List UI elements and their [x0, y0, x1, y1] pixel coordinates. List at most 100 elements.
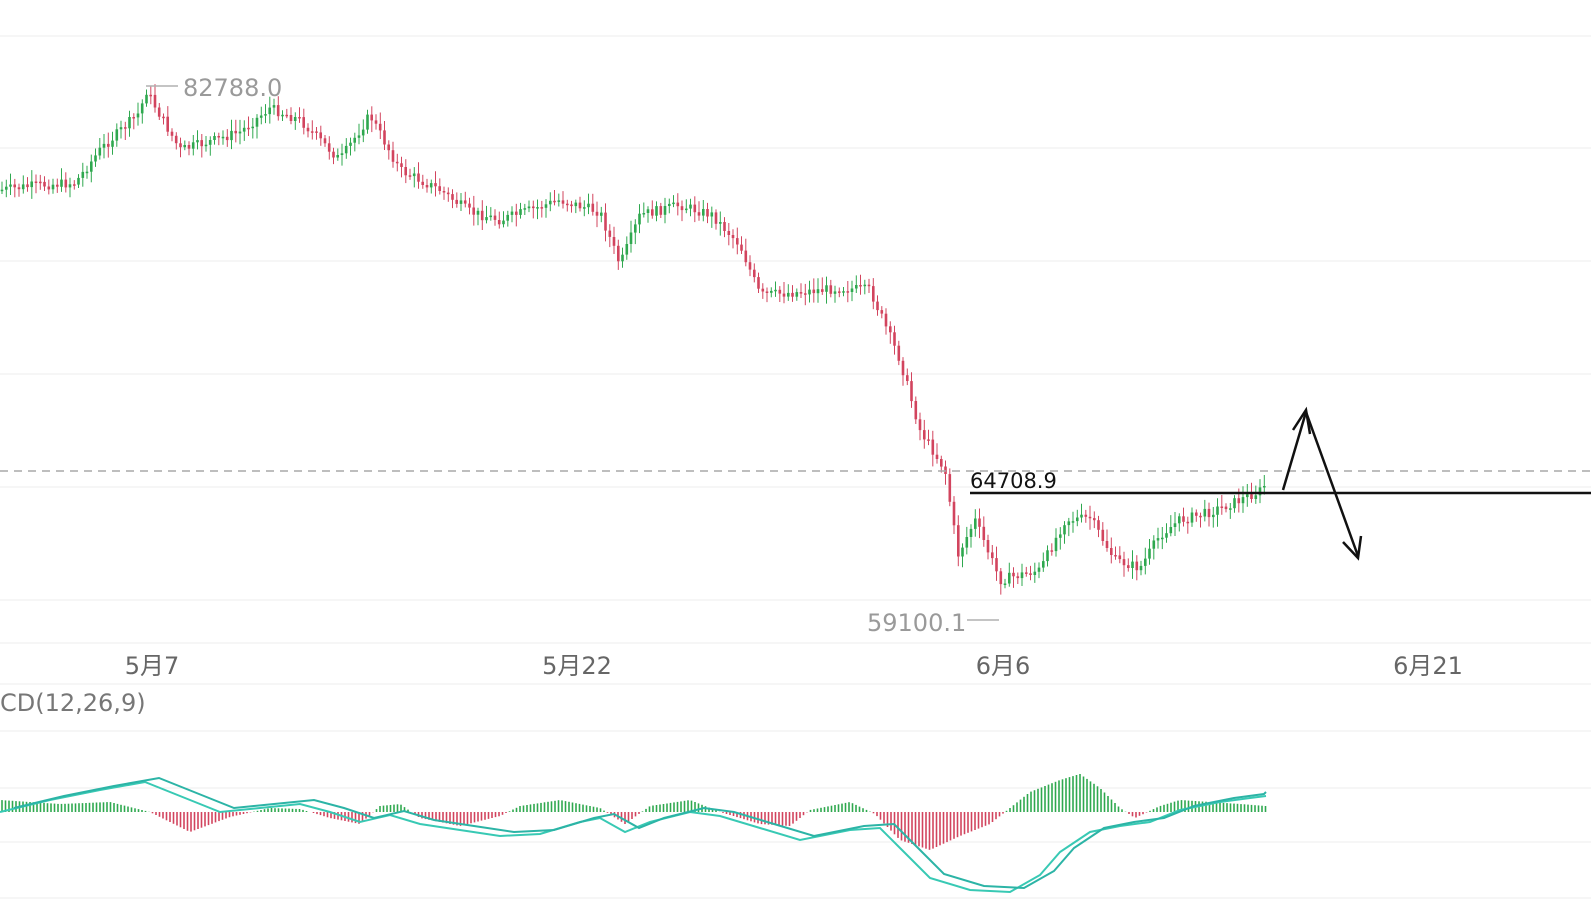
candle-body: [438, 186, 441, 191]
candle-body: [1042, 561, 1045, 568]
candle-body: [549, 200, 552, 205]
candle-body: [850, 288, 854, 292]
candle-body: [812, 289, 816, 294]
candle-body: [1054, 537, 1058, 552]
candle-body: [1071, 521, 1075, 523]
candle-body: [969, 528, 973, 537]
candle-body: [676, 202, 680, 207]
candle-body: [1084, 514, 1088, 517]
candle-body: [774, 289, 777, 292]
candle-body: [663, 206, 667, 215]
candle-body: [47, 186, 51, 190]
candle-body: [842, 291, 845, 293]
candle-body: [1199, 515, 1202, 518]
candle-body: [838, 291, 841, 293]
candle-body: [166, 116, 169, 132]
candle-body: [39, 181, 42, 184]
candle-body: [1131, 561, 1134, 568]
candle-body: [140, 103, 144, 114]
candle-body: [336, 155, 339, 158]
candle-body: [468, 203, 471, 208]
candle-body: [1148, 548, 1151, 559]
candle-body: [600, 212, 603, 216]
candle-body: [434, 183, 437, 187]
candle-body: [264, 114, 267, 116]
candle-body: [408, 175, 412, 177]
candle-body: [170, 131, 174, 136]
candle-body: [204, 144, 208, 147]
candle-body: [791, 292, 794, 297]
candle-body: [744, 250, 748, 263]
candle-body: [1263, 486, 1266, 488]
candle-body: [13, 184, 16, 188]
candle-body: [1063, 525, 1066, 535]
candle-body: [731, 235, 735, 239]
candle-body: [923, 430, 926, 440]
candle-body: [306, 127, 310, 132]
candle-body: [272, 105, 276, 108]
candle-body: [1076, 517, 1079, 522]
candle-body: [821, 289, 824, 292]
candle-body: [893, 332, 896, 346]
candle-body: [1224, 506, 1228, 510]
candle-body: [344, 145, 348, 154]
candle-body: [128, 117, 131, 129]
candle-body: [73, 184, 76, 186]
candle-body: [1088, 516, 1092, 519]
candle-body: [497, 220, 501, 225]
candle-body: [1165, 533, 1168, 538]
candle-body: [276, 105, 280, 117]
candle-body: [476, 210, 480, 215]
candle-body: [1025, 572, 1028, 574]
candle-body: [1207, 508, 1211, 518]
candle-body: [617, 245, 620, 262]
candle-body: [383, 130, 386, 145]
candle-body: [1080, 514, 1083, 518]
candle-body: [1216, 506, 1219, 515]
candle-body: [102, 143, 106, 148]
candle-body: [1139, 565, 1143, 571]
candle-body: [285, 114, 288, 117]
candle-body: [34, 181, 38, 183]
candle-body: [289, 115, 293, 121]
candle-body: [136, 113, 140, 118]
candle-body: [510, 211, 514, 215]
candle-body: [995, 558, 998, 572]
candle-body: [646, 209, 650, 213]
candle-body: [132, 117, 135, 119]
candle-body: [191, 142, 195, 149]
candle-body: [1050, 550, 1054, 552]
candle-body: [540, 207, 544, 209]
candle-body: [723, 222, 726, 231]
candle-body: [310, 131, 314, 133]
candle-body: [1101, 529, 1105, 541]
candle-body: [213, 136, 216, 140]
candle-body: [51, 184, 55, 190]
candle-body: [833, 291, 837, 294]
candle-body: [1169, 527, 1173, 534]
candle-body: [1173, 523, 1177, 527]
candle-body: [714, 212, 718, 224]
candle-body: [672, 202, 675, 205]
candle-body: [940, 459, 943, 467]
candle-body: [374, 120, 378, 124]
candle-body: [1046, 550, 1049, 562]
candle-body: [463, 200, 467, 204]
grid-lines: [0, 35, 1591, 899]
x-axis: 5月7 5月22 6月6 6月21: [125, 652, 1463, 680]
candle-body: [697, 212, 701, 216]
candle-body: [1220, 506, 1224, 508]
candle-body: [1156, 538, 1160, 541]
candle-body: [353, 137, 356, 143]
macd-signal-line: [13, 776, 1267, 890]
macd-indicator-label: CD(12,26,9): [0, 689, 146, 717]
candle-body: [234, 130, 237, 134]
candle-body: [608, 230, 612, 237]
candle-body: [804, 293, 807, 295]
candle-body: [281, 114, 284, 117]
candle-body: [230, 130, 233, 141]
candle-body: [668, 203, 671, 206]
candle-body: [906, 375, 909, 381]
candle-body: [366, 114, 369, 130]
candle-body: [727, 231, 731, 235]
